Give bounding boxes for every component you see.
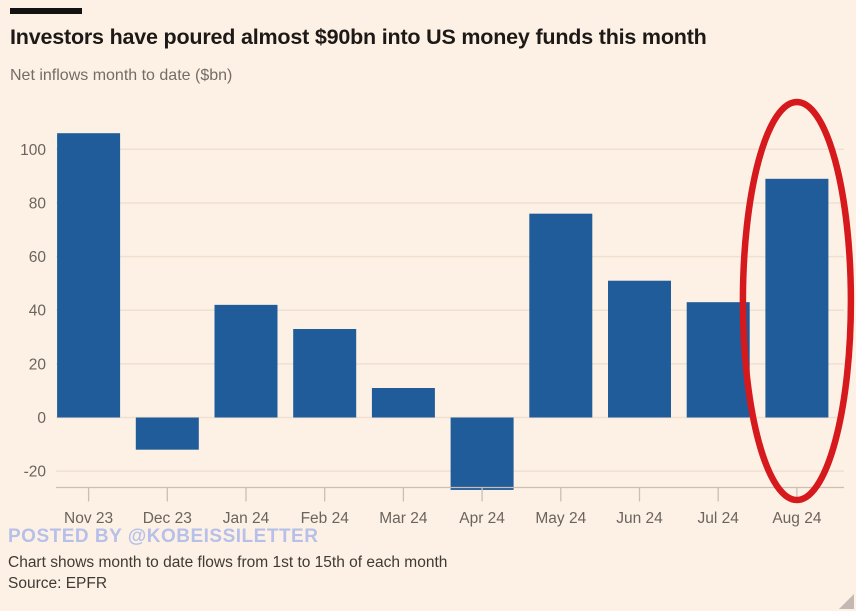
footer-note: Chart shows month to date flows from 1st… (8, 554, 448, 571)
y-tick-label-80: 80 (29, 195, 47, 212)
bar-feb-24 (293, 328, 357, 418)
x-tick-label-jan-24: Jan 24 (223, 510, 270, 527)
x-tick-label-feb-24: Feb 24 (301, 510, 350, 527)
highlight-ellipse-annotation (739, 98, 855, 504)
ft-top-rule (10, 8, 82, 14)
page-title: Investors have poured almost $90bn into … (10, 25, 707, 49)
y-tick-label-20: 20 (29, 356, 47, 373)
x-tick-label-may-24: May 24 (535, 510, 586, 527)
watermark: POSTED BY @KOBEISSILETTER (8, 526, 319, 547)
bar-dec-23 (135, 417, 199, 450)
bar-jan-24 (214, 304, 278, 418)
y-tick-label-0: 0 (37, 410, 46, 427)
y-tick-label--20: -20 (24, 464, 47, 481)
footer-source: Source: EPFR (8, 575, 108, 592)
bar-aug-24 (765, 178, 829, 418)
bar-jun-24 (608, 280, 671, 418)
bar-mar-24 (371, 387, 435, 418)
x-tick-label-mar-24: Mar 24 (379, 510, 428, 527)
bar-jul-24 (686, 302, 750, 418)
bar-nov-23 (57, 133, 121, 418)
chart-footer: Chart shows month to date flows from 1st… (8, 552, 447, 594)
x-tick-label-nov-23: Nov 23 (64, 510, 113, 527)
y-tick-label-100: 100 (20, 142, 46, 159)
x-tick-label-jun-24: Jun 24 (616, 510, 663, 527)
x-tick-label-aug-24: Aug 24 (772, 510, 822, 527)
x-tick-label-dec-23: Dec 23 (143, 510, 192, 527)
bar-may-24 (529, 213, 593, 418)
x-tick-label-apr-24: Apr 24 (459, 510, 505, 527)
y-tick-label-60: 60 (29, 249, 47, 266)
x-tick-label-jul-24: Jul 24 (698, 510, 740, 527)
bar-apr-24 (450, 417, 514, 490)
page-subtitle: Net inflows month to date ($bn) (10, 67, 233, 84)
y-tick-label-40: 40 (29, 303, 47, 320)
resize-grip-icon[interactable] (839, 594, 854, 609)
